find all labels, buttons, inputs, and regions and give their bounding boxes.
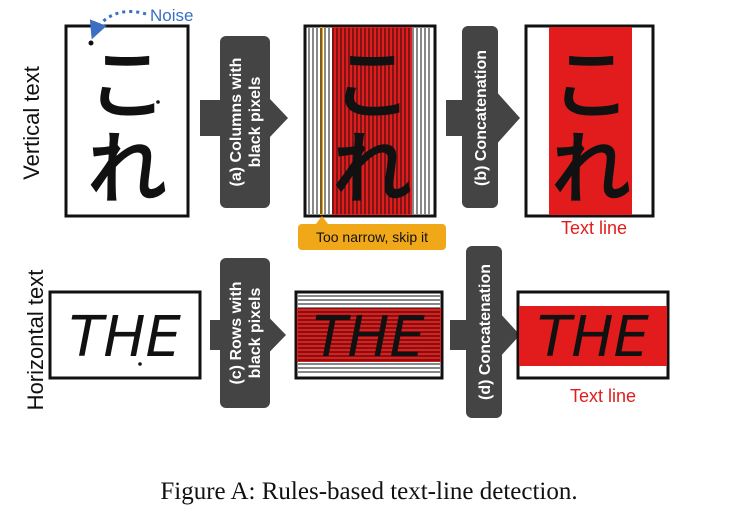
too-narrow-label: Too narrow, skip it — [316, 229, 428, 245]
step-a-arrow: (a) Columns with black pixels — [200, 36, 288, 208]
vertical-glyph-bottom: れ — [552, 125, 630, 215]
step-c-label-line1: (c) Rows with — [228, 281, 245, 384]
too-narrow-callout: Too narrow, skip it — [298, 216, 446, 250]
noise-label: Noise — [150, 6, 193, 25]
vertical-glyph-top: こ — [333, 41, 411, 131]
vertical-original-panel: こ れ — [64, 24, 190, 218]
vertical-text-line-panel: こ れ — [524, 24, 655, 218]
step-d-label: (d) Concatenation — [477, 264, 494, 400]
vertical-glyph-bottom: れ — [333, 125, 411, 215]
step-a-label-line1: (a) Columns with — [228, 58, 245, 187]
noise-speck — [88, 40, 94, 46]
horizontal-word: THE — [537, 305, 649, 370]
noise-arrow — [89, 9, 147, 40]
noise-speck — [156, 100, 160, 104]
vertical-glyph-top: こ — [88, 41, 166, 131]
step-d-arrow: (d) Concatenation — [450, 246, 520, 418]
noise-speck — [138, 362, 142, 366]
horizontal-rows-panel: THE — [294, 290, 444, 380]
step-b-arrow: (b) Concatenation — [446, 26, 520, 208]
horizontal-text-row-label: Horizontal text — [23, 269, 48, 411]
horizontal-text-line-panel: THE — [516, 290, 670, 380]
vertical-text-line-label: Text line — [561, 218, 627, 238]
horizontal-original-panel: THE — [48, 290, 202, 380]
figure-caption: Figure A: Rules-based text-line detectio… — [160, 478, 578, 505]
horizontal-word: THE — [313, 305, 425, 370]
vertical-columns-panel: こ れ — [303, 24, 437, 218]
vertical-glyph-top: こ — [552, 41, 630, 131]
step-c-arrow: (c) Rows with black pixels — [210, 258, 286, 408]
step-b-label: (b) Concatenation — [473, 50, 490, 186]
step-a-label-line2: black pixels — [247, 77, 264, 168]
horizontal-word: THE — [69, 305, 181, 370]
horizontal-text-line-label: Text line — [570, 386, 636, 406]
vertical-glyph-bottom: れ — [88, 125, 166, 215]
vertical-text-row-label: Vertical text — [19, 66, 44, 180]
step-c-label-line2: black pixels — [247, 288, 264, 379]
